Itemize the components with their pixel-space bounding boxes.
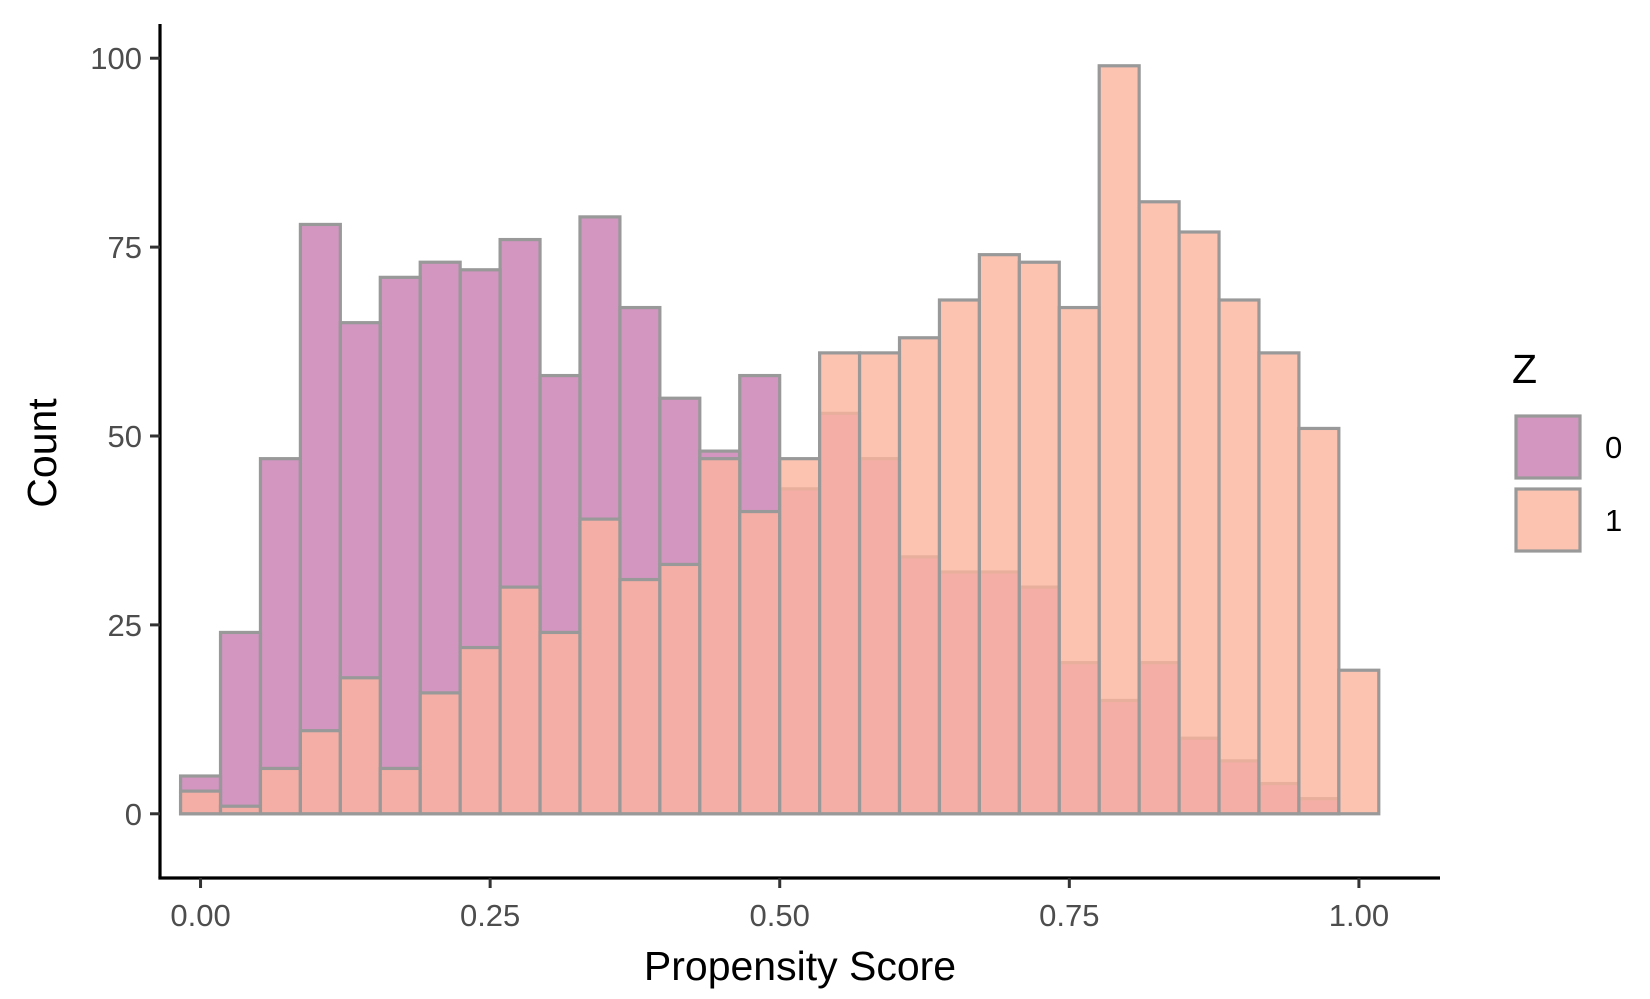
legend-key-1 bbox=[1514, 487, 1582, 553]
bar-z1-bin-28 bbox=[1297, 426, 1341, 816]
legend-entry-1: 1 bbox=[1514, 487, 1622, 553]
bar-z1-bin-18 bbox=[897, 336, 942, 816]
y-tick-label-0: 0 bbox=[125, 797, 142, 832]
bar-z1-bin-14 bbox=[738, 509, 782, 816]
bar-z1-bin-20 bbox=[977, 253, 1021, 816]
bar-z1-bin-6 bbox=[418, 691, 462, 816]
bar-z0-bin-3 bbox=[298, 222, 342, 816]
bar-z0-bin-1 bbox=[218, 630, 263, 816]
bar-z1-bin-1 bbox=[218, 804, 263, 816]
y-tick-label-100: 100 bbox=[90, 41, 142, 76]
x-tick-label-1.00: 1.00 bbox=[1329, 898, 1389, 933]
bar-z1-bin-7 bbox=[458, 645, 502, 816]
bar-z1-bin-10 bbox=[578, 517, 622, 816]
y-tick-label-75: 75 bbox=[108, 230, 142, 265]
y-axis-title: Count bbox=[19, 398, 65, 508]
legend-entry-0: 0 bbox=[1514, 414, 1622, 480]
legend-key-0 bbox=[1514, 414, 1582, 480]
bar-z0-bin-2 bbox=[258, 457, 302, 816]
bar-z1-bin-27 bbox=[1257, 351, 1301, 816]
bar-z1-bin-13 bbox=[698, 457, 742, 816]
bar-z1-bin-12 bbox=[658, 562, 702, 816]
bar-z0-bin-5 bbox=[378, 275, 422, 816]
bar-z1-bin-16 bbox=[818, 351, 862, 816]
bars-layer bbox=[178, 64, 1381, 816]
bar-z1-bin-9 bbox=[538, 630, 582, 816]
x-tick-label-0.50: 0.50 bbox=[750, 898, 810, 933]
bar-z1-bin-11 bbox=[618, 577, 662, 816]
bar-z1-bin-23 bbox=[1097, 64, 1141, 816]
bar-z1-bin-19 bbox=[937, 298, 981, 816]
bar-z1-bin-5 bbox=[378, 766, 422, 816]
bar-z1-bin-15 bbox=[778, 457, 822, 816]
bar-z1-bin-21 bbox=[1017, 260, 1061, 816]
legend: Z 01 bbox=[1512, 346, 1622, 553]
bar-z1-bin-4 bbox=[338, 676, 382, 816]
y-tick-label-25: 25 bbox=[108, 608, 142, 643]
bar-z1-bin-22 bbox=[1057, 305, 1101, 816]
bar-z1-bin-29 bbox=[1337, 668, 1381, 816]
x-tick-label-0.75: 0.75 bbox=[1039, 898, 1099, 933]
legend-items: 01 bbox=[1514, 414, 1622, 553]
axes-layer: 0 25 50 75 100 0.00 0.25 0.50 0.75 1.00 bbox=[90, 24, 1440, 933]
bar-z1-bin-25 bbox=[1177, 230, 1221, 816]
legend-label-0: 0 bbox=[1605, 430, 1622, 465]
bar-z1-bin-24 bbox=[1137, 200, 1181, 816]
bar-z1-bin-0 bbox=[178, 789, 223, 816]
x-tick-label-0.00: 0.00 bbox=[170, 898, 230, 933]
legend-label-1: 1 bbox=[1605, 503, 1622, 538]
x-tick-label-0.25: 0.25 bbox=[460, 898, 520, 933]
x-axis-title: Propensity Score bbox=[644, 943, 956, 989]
bar-z1-bin-17 bbox=[857, 351, 902, 816]
bar-z1-bin-26 bbox=[1217, 298, 1261, 816]
y-tick-label-50: 50 bbox=[108, 419, 142, 454]
bar-z1-bin-8 bbox=[498, 585, 542, 816]
bar-z1-bin-3 bbox=[298, 729, 342, 816]
bar-z1-bin-2 bbox=[258, 766, 302, 816]
series-1 bbox=[178, 64, 1381, 816]
legend-title: Z bbox=[1512, 346, 1537, 392]
